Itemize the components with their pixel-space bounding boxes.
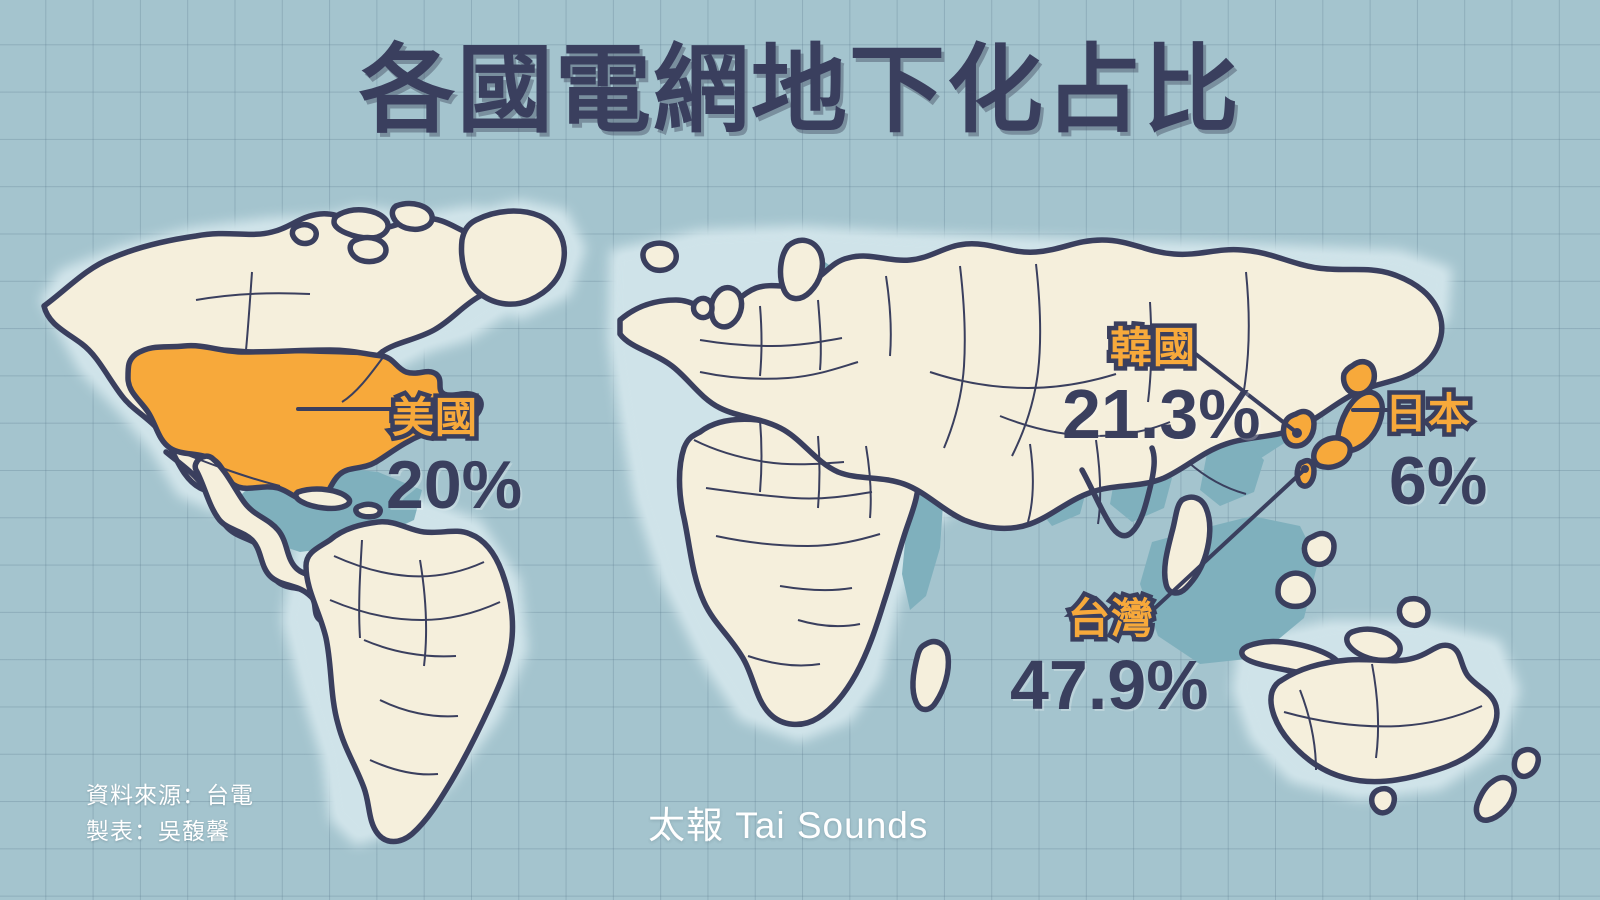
- madagascar: [910, 638, 952, 713]
- callout-us-name-wrap: 美國: [387, 384, 481, 446]
- callout-jp: 日本 6%: [1380, 380, 1488, 519]
- leader-dot-tw: [1301, 465, 1309, 473]
- yellow-sea: [1200, 442, 1264, 506]
- credits-block: 資料來源：台電 製表：吳馥馨: [86, 778, 254, 849]
- australia: [1268, 642, 1500, 785]
- callout-kr-name: 韓國: [1105, 320, 1199, 376]
- ireland: [690, 295, 715, 321]
- callout-tw-percent: 47.9%: [1010, 646, 1209, 724]
- callout-us-name: 美國: [387, 390, 481, 446]
- callout-jp-name-wrap: 日本: [1380, 380, 1474, 442]
- leader-line-tw: [1153, 468, 1306, 610]
- scandinavia: [777, 237, 826, 302]
- greenland: [458, 208, 568, 307]
- callout-tw-name-wrap: 台灣: [1063, 585, 1157, 647]
- tasmania: [1369, 786, 1398, 816]
- india: [1079, 445, 1157, 539]
- callout-kr: 韓國 21.3%: [1062, 314, 1261, 453]
- credit-author: 製表：吳馥馨: [86, 817, 230, 844]
- publisher-watermark: 太報 Tai Sounds: [648, 805, 929, 846]
- callout-jp-name: 日本: [1380, 386, 1474, 442]
- south-america: [303, 519, 516, 845]
- caribbean-islands: [293, 486, 383, 520]
- callout-tw: 台灣 47.9%: [1010, 585, 1209, 724]
- callout-kr-percent: 21.3%: [1062, 375, 1261, 453]
- callout-us-percent: 20%: [386, 447, 523, 523]
- leader-dot-kr: [1292, 428, 1302, 438]
- new-zealand-north: [1511, 746, 1541, 780]
- japan-highlight: [1311, 359, 1385, 470]
- british-isles: [708, 284, 745, 330]
- leader-line-kr: [1191, 350, 1298, 434]
- landmasses: [41, 200, 1541, 845]
- page-title: 各國電網地下化占比: [359, 37, 1241, 144]
- callout-jp-percent: 6%: [1389, 443, 1488, 519]
- iceland: [640, 240, 679, 274]
- taiwan-highlight: [1294, 457, 1317, 489]
- leader-line-endpoints: [1292, 428, 1309, 473]
- callout-tw-name: 台灣: [1063, 591, 1157, 647]
- callout-us: 美國 20%: [386, 384, 522, 520]
- callout-kr-name-wrap: 韓國: [1105, 314, 1199, 376]
- arctic-islands: [289, 200, 435, 265]
- new-zealand: [1473, 774, 1517, 823]
- leader-lines: [296, 350, 1402, 610]
- country-borders: [135, 263, 1483, 776]
- credit-source: 資料來源：台電: [86, 782, 254, 808]
